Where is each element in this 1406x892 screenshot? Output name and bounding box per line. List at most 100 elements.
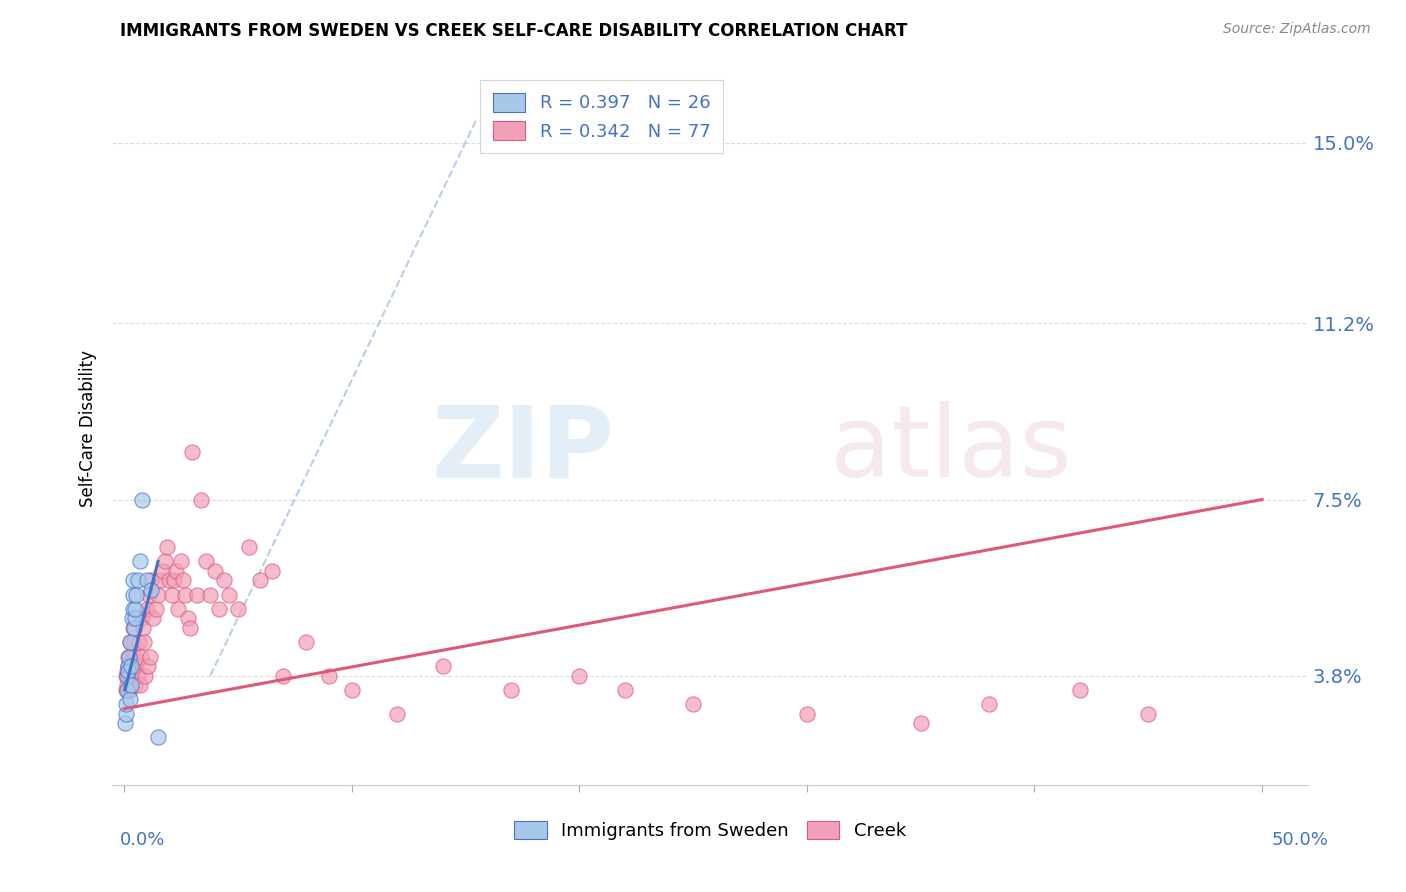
- Point: [249, 574, 271, 588]
- Text: 50.0%: 50.0%: [1272, 831, 1329, 849]
- Point: [186, 588, 208, 602]
- Point: [212, 574, 235, 588]
- Point: [1069, 682, 1091, 697]
- Point: [132, 621, 155, 635]
- Point: [127, 574, 149, 588]
- Point: [149, 574, 172, 588]
- Point: [114, 682, 136, 697]
- Point: [141, 582, 163, 597]
- Point: [170, 554, 193, 568]
- Point: [125, 659, 148, 673]
- Point: [120, 692, 142, 706]
- Text: ZIP: ZIP: [432, 401, 614, 498]
- Point: [124, 611, 146, 625]
- Point: [117, 659, 139, 673]
- Point: [179, 621, 201, 635]
- Text: atlas: atlas: [830, 401, 1071, 498]
- Point: [208, 602, 231, 616]
- Point: [125, 588, 148, 602]
- Point: [127, 668, 149, 682]
- Point: [121, 635, 143, 649]
- Point: [385, 706, 408, 721]
- Point: [260, 564, 283, 578]
- Point: [138, 588, 160, 602]
- Point: [121, 649, 143, 664]
- Point: [163, 574, 186, 588]
- Point: [977, 697, 1000, 711]
- Point: [146, 588, 169, 602]
- Point: [1137, 706, 1160, 721]
- Point: [122, 621, 145, 635]
- Point: [120, 682, 142, 697]
- Point: [128, 554, 150, 568]
- Point: [153, 554, 176, 568]
- Point: [134, 635, 156, 649]
- Point: [120, 659, 142, 673]
- Point: [117, 649, 139, 664]
- Point: [142, 611, 165, 625]
- Point: [128, 678, 150, 692]
- Text: Source: ZipAtlas.com: Source: ZipAtlas.com: [1223, 22, 1371, 37]
- Point: [121, 611, 143, 625]
- Point: [160, 588, 183, 602]
- Point: [120, 659, 142, 673]
- Point: [122, 621, 145, 635]
- Point: [156, 540, 179, 554]
- Point: [174, 588, 197, 602]
- Point: [122, 574, 145, 588]
- Point: [118, 668, 141, 682]
- Point: [218, 588, 240, 602]
- Point: [115, 682, 138, 697]
- Point: [124, 649, 146, 664]
- Point: [141, 574, 163, 588]
- Point: [499, 682, 522, 697]
- Point: [129, 649, 152, 664]
- Point: [134, 668, 156, 682]
- Point: [124, 678, 146, 692]
- Point: [122, 664, 145, 678]
- Point: [796, 706, 818, 721]
- Point: [115, 678, 138, 692]
- Point: [194, 554, 217, 568]
- Point: [152, 564, 174, 578]
- Legend: Immigrants from Sweden, Creek: Immigrants from Sweden, Creek: [508, 814, 912, 847]
- Point: [117, 664, 139, 678]
- Point: [118, 635, 141, 649]
- Point: [122, 588, 145, 602]
- Point: [271, 668, 294, 682]
- Point: [146, 731, 169, 745]
- Point: [115, 697, 138, 711]
- Point: [226, 602, 249, 616]
- Point: [910, 716, 932, 731]
- Point: [238, 540, 260, 554]
- Point: [131, 492, 153, 507]
- Point: [118, 649, 141, 664]
- Point: [117, 659, 139, 673]
- Point: [136, 659, 159, 673]
- Point: [139, 649, 162, 664]
- Point: [118, 635, 141, 649]
- Point: [131, 611, 153, 625]
- Point: [568, 668, 591, 682]
- Point: [340, 682, 363, 697]
- Point: [124, 602, 146, 616]
- Point: [172, 574, 194, 588]
- Point: [204, 564, 226, 578]
- Point: [122, 659, 145, 673]
- Point: [157, 574, 180, 588]
- Point: [165, 564, 187, 578]
- Point: [120, 673, 142, 688]
- Point: [145, 602, 167, 616]
- Point: [135, 574, 157, 588]
- Point: [121, 602, 143, 616]
- Point: [120, 678, 142, 692]
- Point: [115, 668, 138, 682]
- Point: [176, 611, 198, 625]
- Point: [117, 664, 139, 678]
- Point: [432, 659, 454, 673]
- Y-axis label: Self-Care Disability: Self-Care Disability: [79, 350, 97, 507]
- Text: 0.0%: 0.0%: [120, 831, 165, 849]
- Point: [200, 588, 222, 602]
- Point: [114, 716, 136, 731]
- Point: [613, 682, 636, 697]
